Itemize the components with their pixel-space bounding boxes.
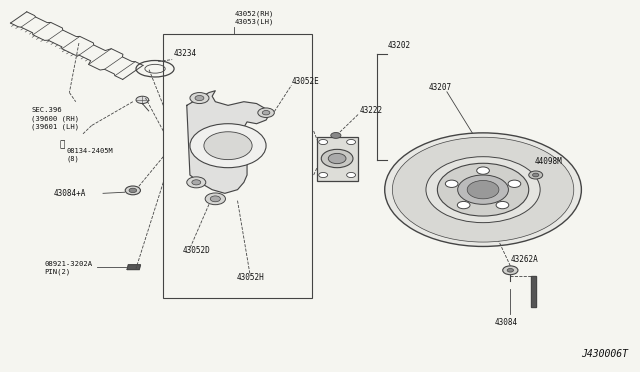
Circle shape [347, 173, 356, 177]
Circle shape [211, 196, 220, 202]
Circle shape [192, 180, 201, 185]
Circle shape [529, 171, 543, 179]
Circle shape [445, 180, 458, 187]
Circle shape [502, 266, 518, 275]
Circle shape [125, 186, 140, 195]
Circle shape [507, 269, 513, 272]
Circle shape [187, 177, 206, 188]
Circle shape [426, 157, 540, 223]
Text: 43084+A: 43084+A [54, 189, 86, 198]
Ellipse shape [321, 149, 353, 168]
Text: 08134-2405M
(8): 08134-2405M (8) [66, 148, 113, 162]
Circle shape [437, 163, 529, 216]
Circle shape [347, 140, 356, 145]
Circle shape [477, 167, 490, 174]
Bar [317, 137, 358, 180]
Circle shape [385, 133, 581, 247]
Circle shape [190, 93, 209, 103]
Text: 43052D: 43052D [182, 246, 210, 255]
Text: 43202: 43202 [388, 41, 411, 50]
Circle shape [262, 110, 270, 115]
Circle shape [392, 137, 574, 242]
Text: 43084: 43084 [494, 318, 518, 327]
Polygon shape [187, 91, 269, 193]
Circle shape [205, 193, 225, 205]
Ellipse shape [328, 153, 346, 164]
Circle shape [204, 132, 252, 160]
Bar [163, 34, 312, 298]
Circle shape [195, 96, 204, 100]
Text: Ⓑ: Ⓑ [60, 141, 65, 150]
Text: 43234: 43234 [174, 49, 197, 58]
Text: 08921-3202A
PIN(2): 08921-3202A PIN(2) [44, 262, 92, 275]
Text: 43052E: 43052E [292, 77, 320, 86]
Text: 43207: 43207 [429, 83, 452, 92]
Text: 43052(RH)
43053(LH): 43052(RH) 43053(LH) [234, 10, 274, 25]
Circle shape [458, 175, 508, 204]
Circle shape [508, 180, 521, 187]
Circle shape [190, 124, 266, 168]
Circle shape [319, 140, 328, 145]
Circle shape [496, 201, 509, 209]
Text: 43262A: 43262A [510, 255, 538, 264]
Text: 44098M: 44098M [534, 157, 562, 166]
Circle shape [532, 173, 539, 177]
Text: SEC.396
(39600 (RH)
(39601 (LH): SEC.396 (39600 (RH) (39601 (LH) [31, 107, 79, 130]
Circle shape [136, 96, 148, 103]
Text: 43052H: 43052H [236, 273, 264, 282]
Circle shape [258, 108, 275, 118]
Polygon shape [127, 265, 140, 270]
Polygon shape [531, 276, 536, 307]
Circle shape [319, 173, 328, 177]
Circle shape [458, 201, 470, 209]
Text: J430006T: J430006T [580, 349, 628, 359]
Circle shape [129, 188, 137, 193]
Text: 43222: 43222 [359, 106, 383, 115]
Circle shape [467, 180, 499, 199]
Circle shape [331, 132, 341, 138]
